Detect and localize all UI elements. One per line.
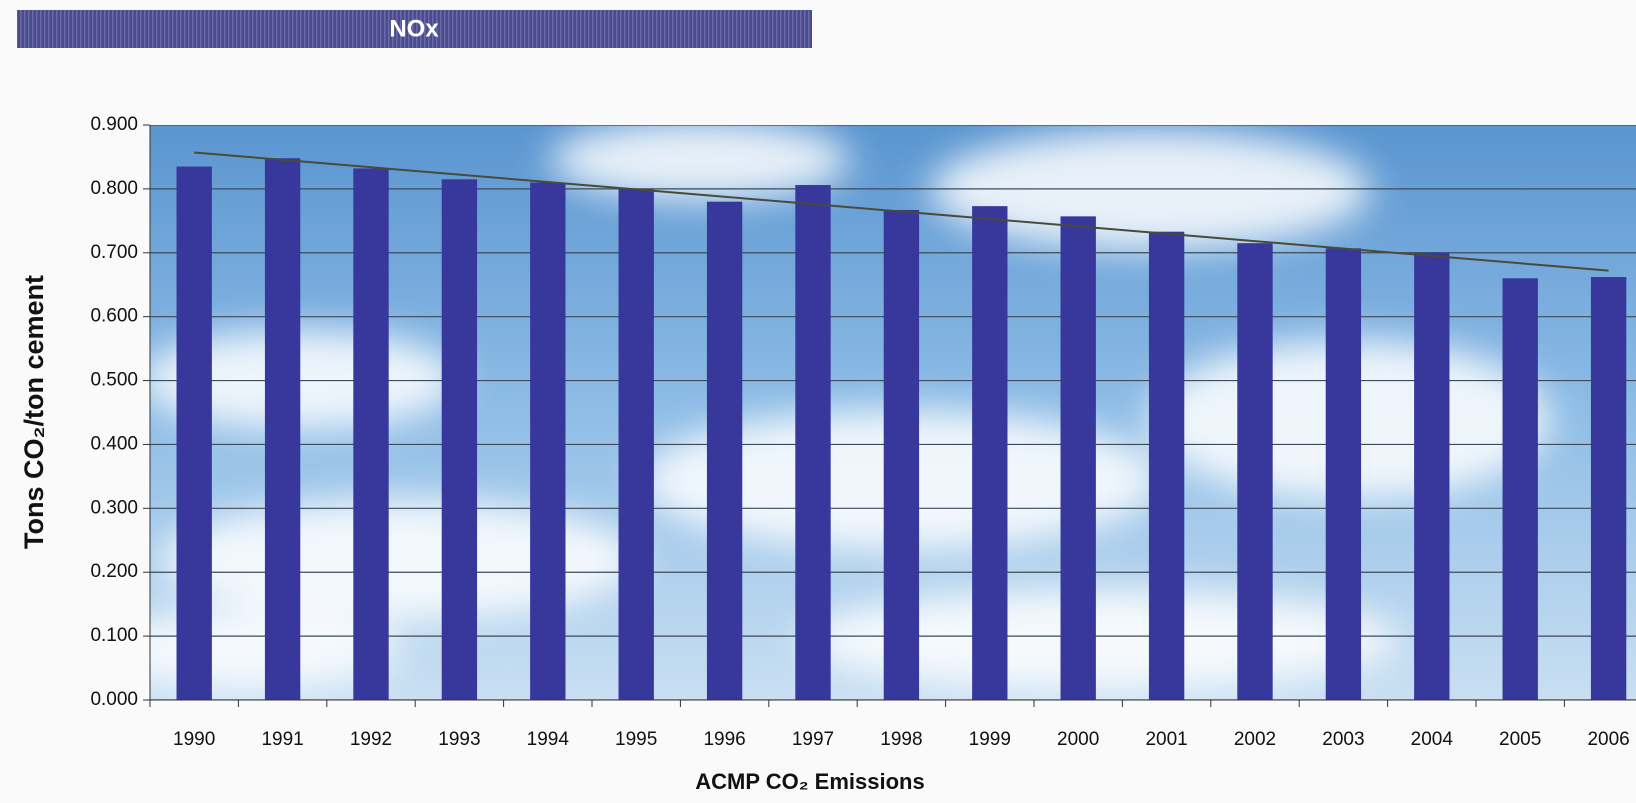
y-tick-label: 0.500 — [90, 370, 138, 391]
x-tick-label: 1990 — [173, 729, 215, 750]
bar — [1326, 248, 1361, 700]
bar — [884, 210, 919, 700]
bar — [353, 168, 388, 700]
bar — [177, 167, 212, 700]
y-tick-label: 0.000 — [90, 689, 138, 710]
bar — [795, 185, 830, 700]
bar — [619, 189, 654, 700]
x-tick-label: 2002 — [1234, 729, 1276, 750]
y-tick-label: 0.600 — [90, 306, 138, 327]
x-tick-label: 1995 — [615, 729, 657, 750]
bar — [1149, 232, 1184, 700]
y-tick-label: 0.200 — [90, 561, 138, 582]
bar — [1414, 253, 1449, 700]
bar — [1503, 278, 1538, 700]
x-tick-label: 1998 — [880, 729, 922, 750]
y-axis-title: Tons CO₂/ton cement — [19, 275, 49, 549]
x-axis-title: ACMP CO₂ Emissions — [695, 769, 924, 794]
y-tick-label: 0.900 — [90, 114, 138, 135]
x-tick-label: 1993 — [438, 729, 480, 750]
x-tick-label: 1994 — [527, 729, 570, 750]
x-tick-label: 2003 — [1322, 729, 1364, 750]
bar — [707, 202, 742, 700]
x-tick-label: 1991 — [261, 729, 303, 750]
y-tick-label: 0.700 — [90, 242, 138, 263]
x-tick-label: 2005 — [1499, 729, 1541, 750]
x-tick-label: 2004 — [1411, 729, 1454, 750]
bar — [265, 158, 300, 700]
bar — [1061, 216, 1096, 700]
x-tick-label: 2006 — [1587, 729, 1629, 750]
bar — [442, 179, 477, 700]
bar — [530, 183, 565, 701]
chart: NOx Tons CO₂/ton cement ACMP CO₂ Emissio… — [0, 0, 1636, 803]
x-tick-label: 2000 — [1057, 729, 1099, 750]
bar — [972, 206, 1007, 700]
page: NOx Tons CO₂/ton cement ACMP CO₂ Emissio… — [0, 0, 1636, 803]
x-tick-label: 1996 — [703, 729, 745, 750]
x-tick-label: 1997 — [792, 729, 834, 750]
plot-background — [100, 120, 1636, 700]
y-tick-label: 0.100 — [90, 625, 138, 646]
bar — [1591, 277, 1626, 700]
y-tick-label: 0.800 — [90, 178, 138, 199]
y-tick-label: 0.400 — [90, 433, 138, 454]
bar — [1237, 243, 1272, 700]
x-tick-label: 1999 — [969, 729, 1011, 750]
y-tick-label: 0.300 — [90, 497, 138, 518]
x-tick-label: 2001 — [1145, 729, 1187, 750]
x-tick-label: 1992 — [350, 729, 392, 750]
chart-title: NOx — [389, 15, 439, 42]
